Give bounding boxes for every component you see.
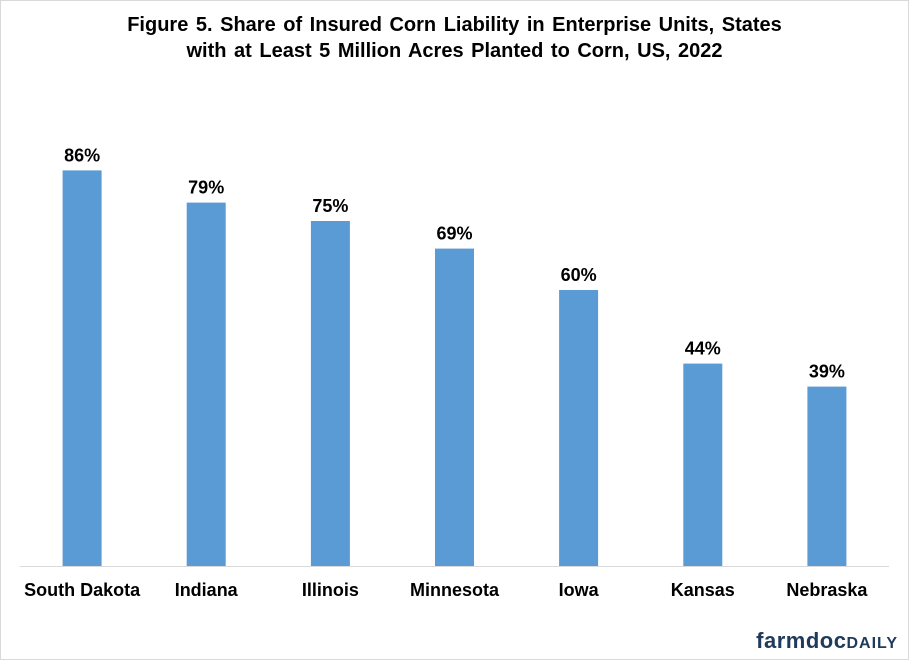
data-label-minnesota: 69% bbox=[436, 224, 472, 244]
data-label-iowa: 60% bbox=[561, 265, 597, 285]
bar-indiana bbox=[186, 202, 226, 566]
bar-kansas bbox=[683, 363, 723, 566]
logo-text-farmdoc: farmdoc bbox=[756, 628, 847, 653]
bar-iowa bbox=[559, 290, 599, 566]
category-label-iowa: Iowa bbox=[559, 580, 600, 600]
category-label-illinois: Illinois bbox=[302, 580, 359, 600]
bar-south-dakota bbox=[62, 170, 102, 566]
bar-minnesota bbox=[435, 248, 474, 566]
data-label-kansas: 44% bbox=[685, 339, 721, 359]
logo-text-daily: DAILY bbox=[846, 635, 898, 652]
data-label-south-dakota: 86% bbox=[64, 145, 100, 165]
chart-title-line-2: with at Least 5 Million Acres Planted to… bbox=[186, 40, 723, 62]
farmdoc-daily-logo: farmdocDAILY bbox=[756, 629, 898, 656]
chart-title-line-1: Figure 5. Share of Insured Corn Liabilit… bbox=[127, 14, 782, 36]
category-label-south-dakota: South Dakota bbox=[24, 580, 141, 600]
bar-nebraska bbox=[807, 386, 847, 566]
bar-illinois bbox=[310, 221, 350, 566]
category-label-indiana: Indiana bbox=[175, 580, 239, 600]
chart-title: Figure 5. Share of Insured Corn Liabilit… bbox=[0, 12, 909, 64]
data-label-illinois: 75% bbox=[312, 196, 348, 216]
data-label-nebraska: 39% bbox=[809, 362, 845, 382]
data-label-indiana: 79% bbox=[188, 178, 224, 198]
category-label-minnesota: Minnesota bbox=[410, 580, 500, 600]
category-label-nebraska: Nebraska bbox=[786, 580, 868, 600]
category-label-kansas: Kansas bbox=[671, 580, 735, 600]
